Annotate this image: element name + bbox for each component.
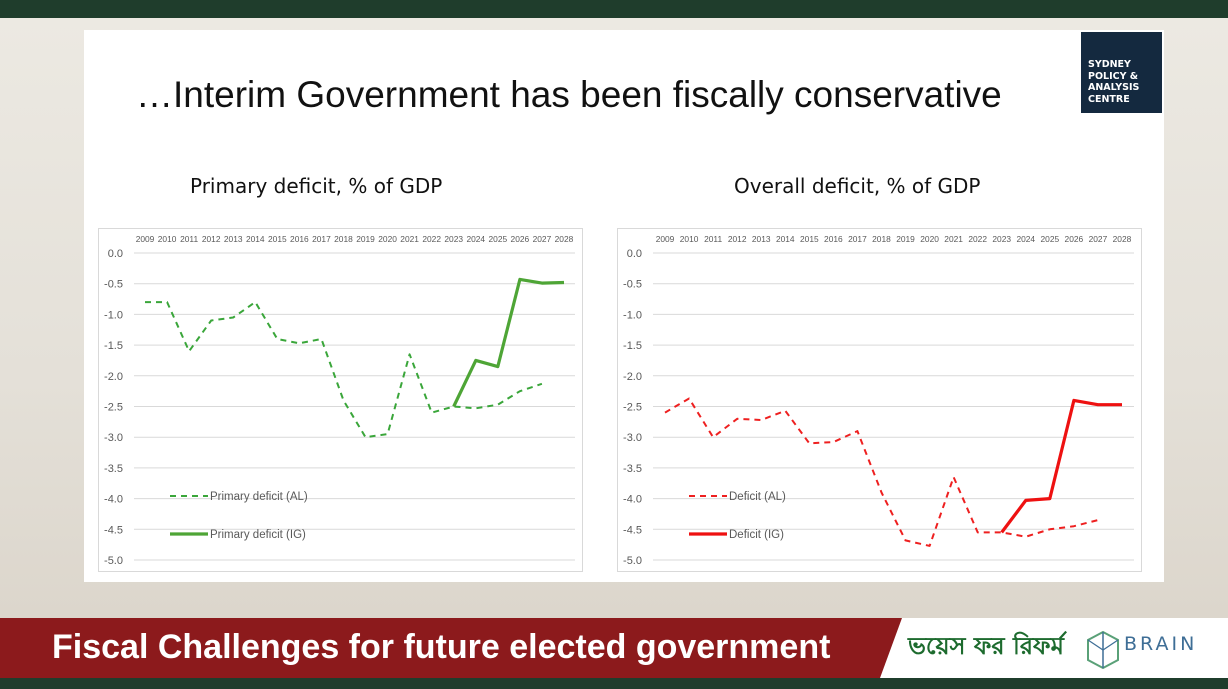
y-tick-label: -3.5 [104,463,123,475]
x-tick-label: 2019 [356,234,375,244]
y-tick-label: -5.0 [623,555,642,567]
x-tick-label: 2012 [728,234,747,244]
brain-logo-text: BRAIN [1124,633,1198,655]
x-tick-label: 2027 [1089,234,1108,244]
y-tick-label: 0.0 [108,248,123,260]
y-tick-label: -1.0 [623,309,642,321]
x-tick-label: 2011 [704,234,722,244]
y-tick-label: -3.5 [623,463,642,475]
y-tick-label: -2.5 [104,402,123,414]
y-tick-label: -4.0 [104,494,123,506]
sydney-policy-logo: SYDNEY POLICY & ANALYSIS CENTRE [1081,32,1162,113]
y-tick-label: -3.0 [623,432,642,444]
logo-line: ANALYSIS [1088,82,1140,93]
x-tick-label: 2017 [848,234,867,244]
x-tick-label: 2019 [896,234,915,244]
y-tick-label: -4.5 [104,524,123,536]
x-tick-label: 2028 [1113,234,1132,244]
x-tick-label: 2010 [158,234,177,244]
x-tick-label: 2022 [968,234,987,244]
x-tick-label: 2017 [312,234,331,244]
primary-deficit-chart: 0.0 -0.5 -1.0 -1.5 -2.0 -2.5 -3.0 -3.5 -4.0 -4.5 -… [98,228,583,572]
x-tick-label: 2027 [533,234,552,244]
series-line-1 [1000,398,1122,534]
logo-line: SYDNEY [1088,59,1131,70]
y-tick-label: -2.0 [623,371,642,383]
legend-label-0: Deficit (AL) [729,491,786,503]
logo-line: POLICY & [1088,70,1139,82]
y-tick-label: -2.0 [104,371,123,383]
y-tick-label: -0.5 [104,279,123,291]
x-tick-label: 2014 [776,234,795,244]
x-tick-label: 2014 [246,234,265,244]
legend-label-0: Primary deficit (AL) [210,491,308,503]
x-tick-label: 2013 [224,234,243,244]
y-tick-label: -1.5 [104,340,123,352]
x-tick-label: 2025 [489,234,508,244]
y-tick-label: -5.0 [104,555,123,567]
x-tick-label: 2024 [466,234,485,244]
y-tick-label: -1.0 [104,309,123,321]
x-tick-label: 2018 [872,234,891,244]
x-tick-label: 2010 [680,234,699,244]
series-line-0 [145,301,543,439]
x-tick-label: 2015 [268,234,287,244]
y-tick-label: -4.5 [623,524,642,536]
x-tick-label: 2016 [824,234,843,244]
x-tick-label: 2009 [136,234,155,244]
footer-stripe [0,678,1228,689]
y-tick-label: -1.5 [623,340,642,352]
footer-text: Fiscal Challenges for future elected gov… [52,628,831,666]
x-tick-label: 2028 [555,234,574,244]
x-tick-label: 2023 [444,234,463,244]
x-tick-label: 2011 [180,234,198,244]
voice-for-reform-logo: ভয়েস ফর রিফর্ম [908,632,1064,660]
legend-label-1: Deficit (IG) [729,529,784,541]
y-tick-label: -3.0 [104,432,123,444]
x-tick-label: 2024 [1016,234,1035,244]
chart-title-primary: Primary deficit, % of GDP [190,174,443,198]
x-tick-label: 2023 [992,234,1011,244]
x-tick-label: 2026 [1065,234,1084,244]
logo-line: CENTRE [1088,93,1130,105]
top-bar [0,0,1228,18]
series-line-0 [664,397,1099,547]
overall-deficit-chart: 0.0 -0.5 -1.0 -1.5 -2.0 -2.5 -3.0 -3.5 -4.0 -4.5 -… [617,228,1142,572]
chart-title-overall: Overall deficit, % of GDP [734,174,981,198]
x-tick-label: 2020 [920,234,939,244]
chart-frame [617,228,1142,572]
x-tick-label: 2015 [800,234,819,244]
footer-logo-area [880,618,1228,678]
chart-frame [98,228,583,572]
x-tick-label: 2009 [656,234,675,244]
x-tick-label: 2026 [511,234,530,244]
x-tick-label: 2020 [378,234,397,244]
y-tick-label: 0.0 [627,248,642,260]
slide-title: …Interim Government has been fiscally co… [136,74,1002,115]
brain-logo-icon [1087,630,1119,670]
y-tick-label: -2.5 [623,402,642,414]
x-tick-label: 2016 [290,234,309,244]
x-tick-label: 2018 [334,234,353,244]
x-tick-label: 2025 [1041,234,1060,244]
x-tick-label: 2021 [944,234,963,244]
y-tick-label: -4.0 [623,494,642,506]
x-tick-label: 2013 [752,234,771,244]
x-tick-label: 2012 [202,234,221,244]
series-line-1 [452,277,565,408]
x-tick-label: 2022 [422,234,441,244]
x-tick-label: 2021 [400,234,419,244]
legend-label-1: Primary deficit (IG) [210,529,306,541]
y-tick-label: -0.5 [623,279,642,291]
